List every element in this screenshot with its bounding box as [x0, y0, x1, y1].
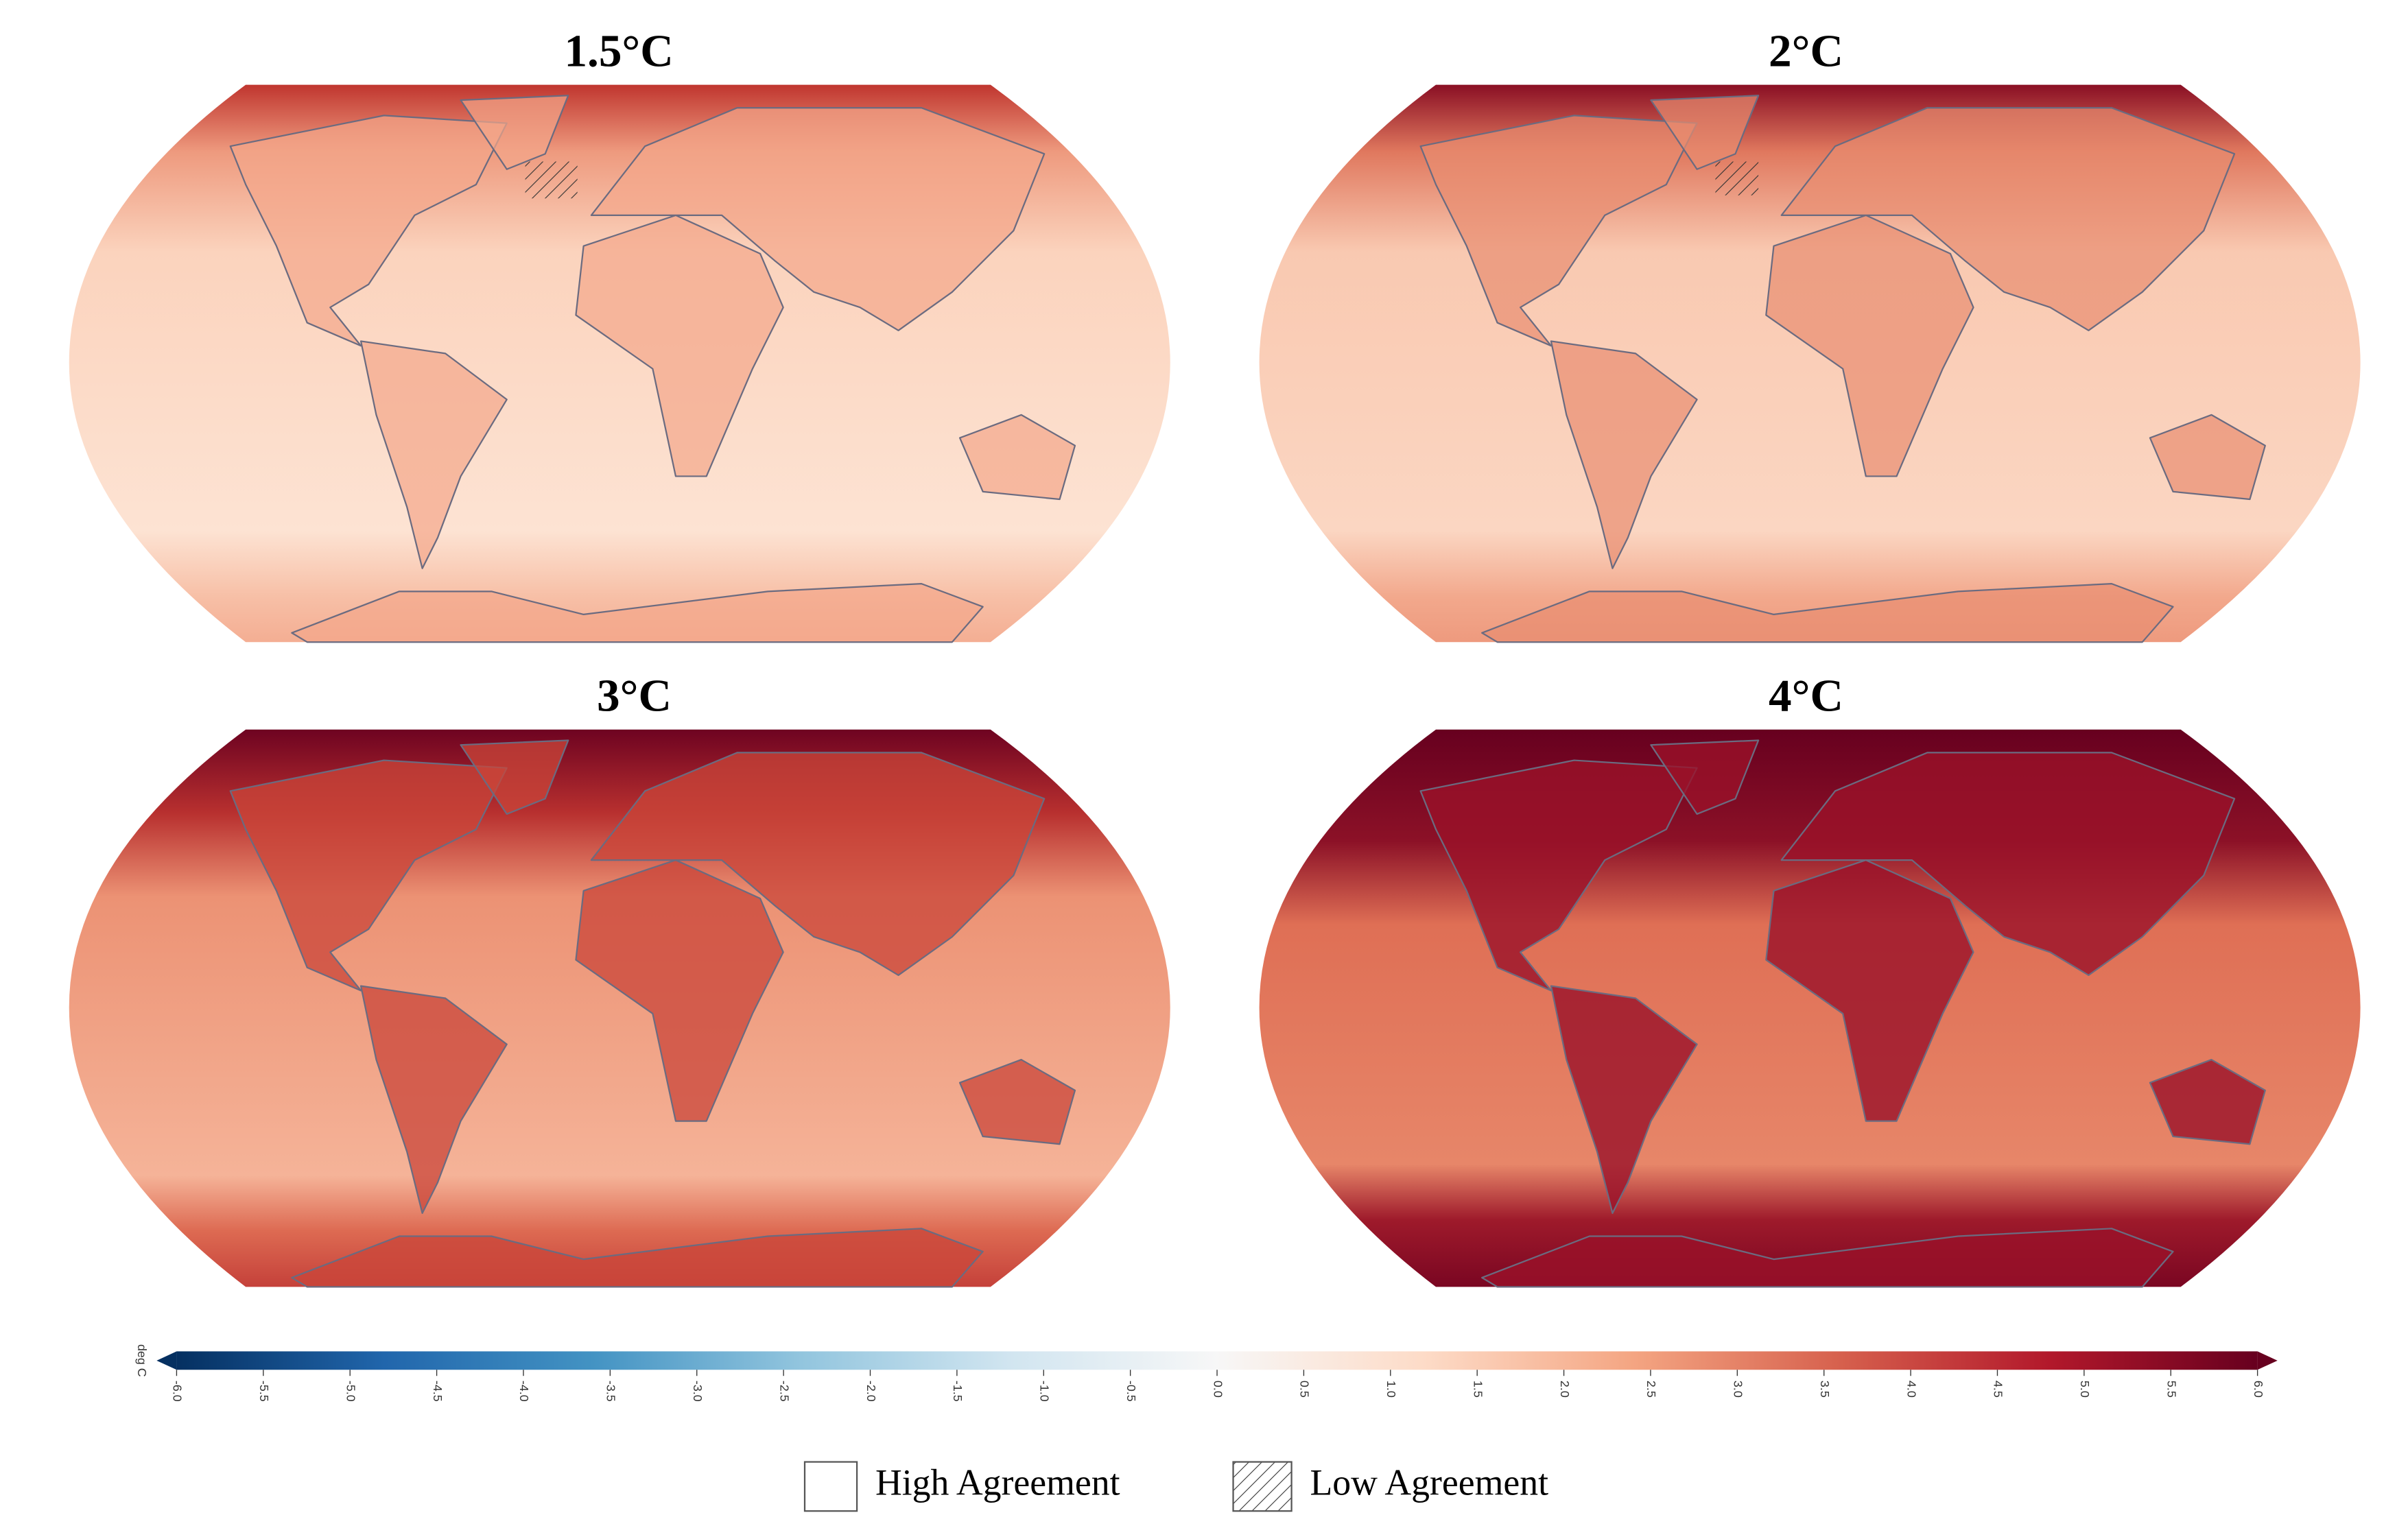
colorbar-tick-label: 5.0	[2078, 1381, 2092, 1398]
colorbar-extend	[2257, 1351, 2278, 1370]
colorbar-tick-label: -0.5	[1124, 1381, 1138, 1402]
colorbar-tick-label: 4.0	[1904, 1381, 1918, 1398]
colorbar: deg C -6.0 -5.5 -5.0 -4.5 -4.0 -3.5 -3.0 -2.5 -2…	[135, 1344, 2278, 1402]
legend-swatch	[803, 1461, 858, 1512]
colorbar-tick-label: 3.0	[1732, 1381, 1745, 1398]
colorbar-tick-label: 4.5	[1992, 1381, 2005, 1398]
colorbar-tick-label: 1.0	[1384, 1381, 1398, 1398]
map-panel: 1.5°C	[69, 25, 1170, 643]
panel-title: 2°C	[1769, 25, 1843, 76]
panel-title: 1.5°C	[564, 25, 673, 76]
colorbar-label: deg C	[135, 1344, 149, 1377]
low-agreement-hatch	[525, 161, 578, 199]
colorbar-extend	[156, 1351, 177, 1370]
map-panel: 3°C	[69, 670, 1170, 1288]
map-panel: 2°C	[1259, 25, 2361, 643]
colorbar-tick-label: 1.5	[1471, 1381, 1485, 1398]
colorbar-tick-label: 5.5	[2165, 1381, 2179, 1398]
legend-label: Low Agreement	[1310, 1462, 1548, 1503]
map-panel: 4°C	[1259, 670, 2361, 1288]
colorbar-tick-label: -6.0	[171, 1381, 185, 1402]
colorbar-tick-label: -5.0	[344, 1381, 357, 1402]
legend: High Agreement Low Agreement	[803, 1461, 1548, 1512]
colorbar-tick-label: -1.5	[951, 1381, 965, 1402]
colorbar-tick-label: 0.5	[1298, 1381, 1312, 1398]
panel-title: 3°C	[597, 670, 672, 721]
colorbar-body	[176, 1351, 2258, 1370]
low-agreement-hatch	[1715, 161, 1759, 195]
colorbar-tick-label: -4.5	[431, 1381, 445, 1402]
colorbar-tick-label: 6.0	[2252, 1381, 2265, 1398]
colorbar-tick-label: 0.0	[1211, 1381, 1225, 1398]
colorbar-tick-label: -5.5	[257, 1381, 271, 1402]
colorbar-tick-label: -4.0	[517, 1381, 531, 1402]
legend-label: High Agreement	[875, 1462, 1120, 1503]
colorbar-tick-label: -1.0	[1038, 1381, 1052, 1402]
colorbar-tick-label: -2.0	[864, 1381, 878, 1402]
colorbar-tick-label: 2.5	[1644, 1381, 1658, 1398]
legend-swatch	[1232, 1461, 1292, 1512]
colorbar-tick-label: 3.5	[1818, 1381, 1832, 1398]
colorbar-tick-label: 2.0	[1558, 1381, 1572, 1398]
colorbar-tick-label: -3.0	[691, 1381, 705, 1402]
colorbar-tick-label: -3.5	[604, 1381, 618, 1402]
colorbar-tick-label: -2.5	[777, 1381, 791, 1402]
panel-title: 4°C	[1769, 670, 1843, 721]
